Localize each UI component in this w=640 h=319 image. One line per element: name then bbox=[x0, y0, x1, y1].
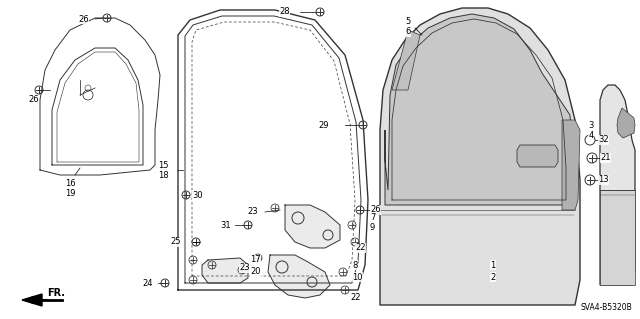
Polygon shape bbox=[600, 85, 635, 285]
Text: 32: 32 bbox=[598, 136, 609, 145]
Text: 17: 17 bbox=[250, 256, 260, 264]
Polygon shape bbox=[617, 108, 635, 138]
Text: 22: 22 bbox=[350, 293, 360, 302]
Text: 22: 22 bbox=[355, 243, 365, 253]
Text: 25: 25 bbox=[170, 238, 180, 247]
Text: 23: 23 bbox=[247, 207, 258, 217]
Polygon shape bbox=[392, 30, 420, 90]
Polygon shape bbox=[385, 14, 573, 205]
Text: 8: 8 bbox=[352, 261, 357, 270]
Text: 19: 19 bbox=[65, 189, 76, 197]
Polygon shape bbox=[380, 8, 580, 305]
Text: 10: 10 bbox=[352, 272, 362, 281]
Text: 3: 3 bbox=[589, 121, 594, 130]
Text: 5: 5 bbox=[405, 18, 410, 26]
Polygon shape bbox=[517, 145, 558, 167]
Polygon shape bbox=[268, 255, 330, 298]
Text: 13: 13 bbox=[598, 175, 609, 184]
Text: 28: 28 bbox=[279, 8, 290, 17]
Text: 7: 7 bbox=[370, 212, 376, 221]
Text: SVA4-B5320B: SVA4-B5320B bbox=[580, 302, 632, 311]
Text: 1: 1 bbox=[490, 261, 495, 270]
Text: 18: 18 bbox=[158, 170, 168, 180]
Polygon shape bbox=[285, 205, 340, 248]
Text: 15: 15 bbox=[158, 160, 168, 169]
Text: 9: 9 bbox=[370, 224, 375, 233]
Text: 20: 20 bbox=[250, 268, 260, 277]
Text: 29: 29 bbox=[318, 121, 328, 130]
Polygon shape bbox=[562, 120, 580, 210]
Text: FR.: FR. bbox=[47, 288, 65, 298]
Polygon shape bbox=[600, 190, 635, 285]
Text: 21: 21 bbox=[600, 153, 611, 162]
Text: 23: 23 bbox=[240, 263, 250, 272]
Polygon shape bbox=[22, 294, 42, 306]
Text: 26: 26 bbox=[78, 14, 88, 24]
Polygon shape bbox=[202, 258, 248, 283]
Text: 6: 6 bbox=[405, 27, 410, 36]
Text: 4: 4 bbox=[589, 130, 594, 139]
Text: 16: 16 bbox=[65, 179, 76, 188]
Text: 26: 26 bbox=[28, 95, 38, 105]
Text: 26: 26 bbox=[370, 205, 381, 214]
Text: 30: 30 bbox=[192, 190, 203, 199]
Text: 31: 31 bbox=[220, 220, 230, 229]
Text: 2: 2 bbox=[490, 272, 495, 281]
Text: 24: 24 bbox=[142, 278, 152, 287]
